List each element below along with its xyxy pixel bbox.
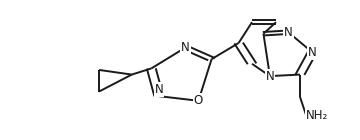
Text: NH₂: NH₂: [306, 109, 328, 122]
Text: N: N: [265, 70, 274, 83]
Text: N: N: [154, 83, 163, 96]
Text: O: O: [194, 94, 203, 107]
Text: N: N: [284, 26, 293, 39]
Text: N: N: [181, 41, 190, 54]
Text: N: N: [308, 46, 317, 59]
